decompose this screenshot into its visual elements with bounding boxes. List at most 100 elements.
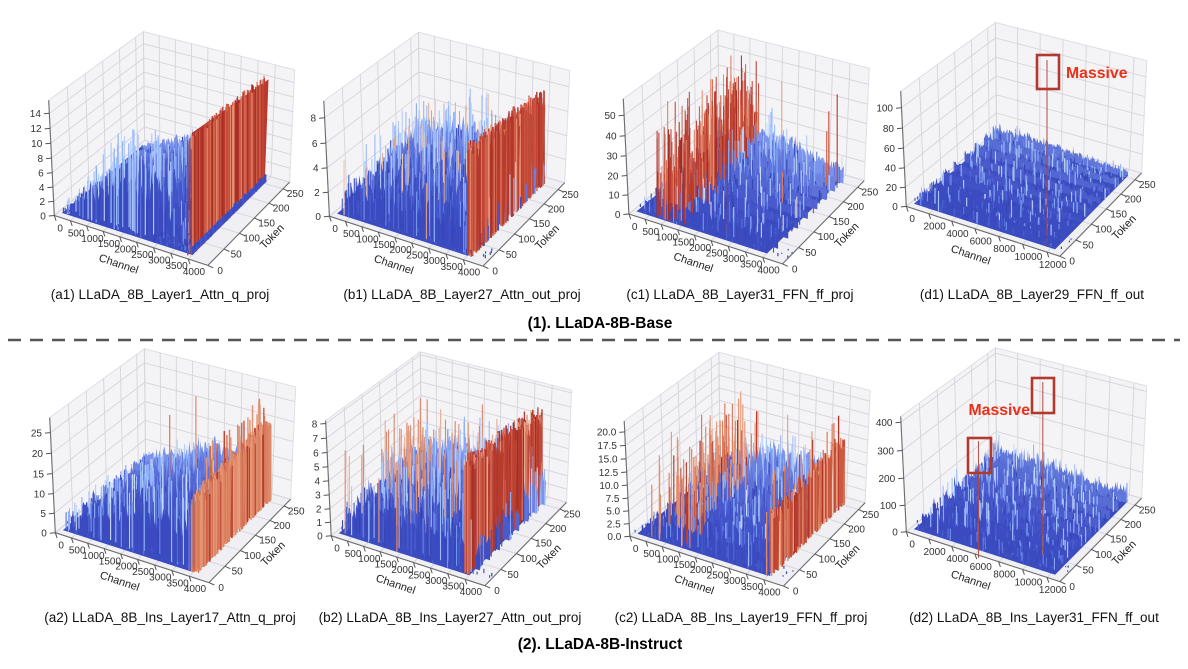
svg-text:50: 50	[805, 248, 817, 259]
svg-text:6: 6	[38, 169, 44, 180]
svg-text:7: 7	[312, 434, 318, 445]
svg-text:80: 80	[883, 124, 895, 135]
svg-text:6: 6	[312, 139, 318, 150]
svg-text:5: 5	[40, 509, 46, 520]
svg-text:0: 0	[892, 202, 898, 213]
svg-text:15.0: 15.0	[598, 455, 618, 466]
svg-text:250: 250	[287, 189, 304, 200]
svg-text:1000: 1000	[657, 555, 680, 566]
svg-text:4000: 4000	[757, 265, 780, 276]
svg-text:8: 8	[311, 114, 317, 125]
svg-text:14: 14	[30, 109, 42, 120]
svg-text:3000: 3000	[149, 573, 172, 584]
svg-text:0: 0	[1069, 582, 1075, 593]
svg-text:150: 150	[258, 218, 275, 229]
svg-text:0: 0	[494, 586, 500, 597]
svg-text:150: 150	[1110, 535, 1127, 546]
svg-text:3000: 3000	[425, 576, 448, 587]
svg-text:0: 0	[633, 544, 639, 555]
svg-text:12.5: 12.5	[599, 468, 619, 479]
svg-text:150: 150	[1110, 209, 1127, 220]
svg-text:250: 250	[564, 510, 581, 521]
svg-text:17.5: 17.5	[597, 441, 617, 452]
svg-text:(c1) LLaDA_8B_Layer31_FFN_ff_p: (c1) LLaDA_8B_Layer31_FFN_ff_proj	[626, 287, 853, 302]
svg-text:4000: 4000	[183, 267, 206, 278]
svg-text:250: 250	[862, 510, 879, 521]
svg-text:(d1) LLaDA_8B_Layer29_FFN_ff_o: (d1) LLaDA_8B_Layer29_FFN_ff_out	[920, 287, 1144, 302]
svg-text:200: 200	[879, 474, 896, 485]
svg-text:2500: 2500	[131, 250, 154, 261]
svg-text:0: 0	[40, 211, 46, 222]
svg-text:10: 10	[31, 139, 43, 150]
svg-text:50: 50	[1083, 240, 1095, 251]
svg-text:200: 200	[1125, 195, 1142, 206]
svg-text:200: 200	[274, 521, 291, 532]
svg-text:0: 0	[315, 212, 321, 223]
svg-text:50: 50	[231, 250, 243, 261]
svg-text:500: 500	[343, 229, 360, 240]
svg-text:50: 50	[806, 570, 818, 581]
svg-text:100: 100	[876, 104, 893, 115]
svg-text:100: 100	[819, 554, 836, 565]
svg-text:0.0: 0.0	[607, 532, 621, 543]
svg-text:2.5: 2.5	[607, 519, 621, 530]
svg-text:3500: 3500	[442, 581, 465, 592]
svg-text:200: 200	[273, 204, 290, 215]
svg-text:4000: 4000	[460, 587, 483, 598]
svg-text:(a2) LLaDA_8B_Ins_Layer17_Attn: (a2) LLaDA_8B_Ins_Layer17_Attn_q_proj	[44, 610, 295, 625]
svg-text:50: 50	[1083, 566, 1095, 577]
svg-text:500: 500	[69, 546, 86, 557]
svg-text:500: 500	[345, 549, 362, 560]
svg-text:1000: 1000	[356, 235, 379, 246]
svg-text:1500: 1500	[673, 560, 696, 571]
svg-text:1500: 1500	[373, 240, 396, 251]
svg-text:150: 150	[259, 536, 276, 547]
svg-text:2000: 2000	[690, 565, 713, 576]
svg-text:2: 2	[316, 505, 322, 516]
svg-text:20: 20	[886, 183, 898, 194]
svg-text:3: 3	[315, 491, 321, 502]
svg-text:250: 250	[861, 188, 878, 199]
svg-text:0: 0	[332, 224, 338, 235]
svg-text:40: 40	[885, 164, 897, 175]
svg-text:0: 0	[334, 544, 340, 555]
svg-text:2000: 2000	[391, 565, 414, 576]
svg-text:100: 100	[520, 554, 537, 565]
svg-text:40: 40	[605, 132, 617, 143]
svg-text:100: 100	[880, 501, 897, 512]
svg-text:2000: 2000	[115, 562, 138, 573]
svg-text:1000: 1000	[358, 554, 381, 565]
svg-text:2500: 2500	[706, 249, 729, 260]
svg-text:200: 200	[847, 202, 864, 213]
svg-text:12000: 12000	[1039, 585, 1067, 596]
svg-text:400: 400	[876, 418, 893, 429]
svg-text:Massive: Massive	[1066, 65, 1128, 82]
svg-text:(a1) LLaDA_8B_Layer1_Attn_q_pr: (a1) LLaDA_8B_Layer1_Attn_q_proj	[51, 287, 269, 302]
svg-text:2000: 2000	[923, 222, 946, 233]
svg-text:100: 100	[244, 551, 261, 562]
svg-text:6: 6	[313, 448, 319, 459]
svg-text:8000: 8000	[993, 244, 1016, 255]
svg-text:2000: 2000	[389, 245, 412, 256]
svg-text:10: 10	[608, 191, 620, 202]
svg-text:250: 250	[1139, 505, 1156, 516]
svg-text:100: 100	[1095, 550, 1112, 561]
svg-text:150: 150	[535, 539, 552, 550]
svg-text:60: 60	[884, 144, 896, 155]
svg-text:0: 0	[892, 528, 898, 539]
svg-text:50: 50	[232, 567, 244, 578]
svg-text:10: 10	[34, 489, 46, 500]
svg-text:2: 2	[40, 197, 46, 208]
svg-text:0: 0	[792, 264, 798, 275]
svg-text:0: 0	[793, 587, 799, 598]
svg-text:12000: 12000	[1039, 260, 1067, 271]
svg-text:Massive: Massive	[969, 402, 1031, 419]
svg-text:150: 150	[833, 217, 850, 228]
svg-text:0: 0	[57, 223, 63, 234]
svg-text:(b2) LLaDA_8B_Ins_Layer27_Attn: (b2) LLaDA_8B_Ins_Layer27_Attn_out_proj	[319, 610, 582, 625]
svg-text:3000: 3000	[148, 256, 171, 267]
svg-text:30: 30	[606, 152, 618, 163]
svg-text:10.0: 10.0	[599, 481, 619, 492]
svg-text:500: 500	[643, 549, 660, 560]
svg-text:3500: 3500	[441, 262, 464, 273]
